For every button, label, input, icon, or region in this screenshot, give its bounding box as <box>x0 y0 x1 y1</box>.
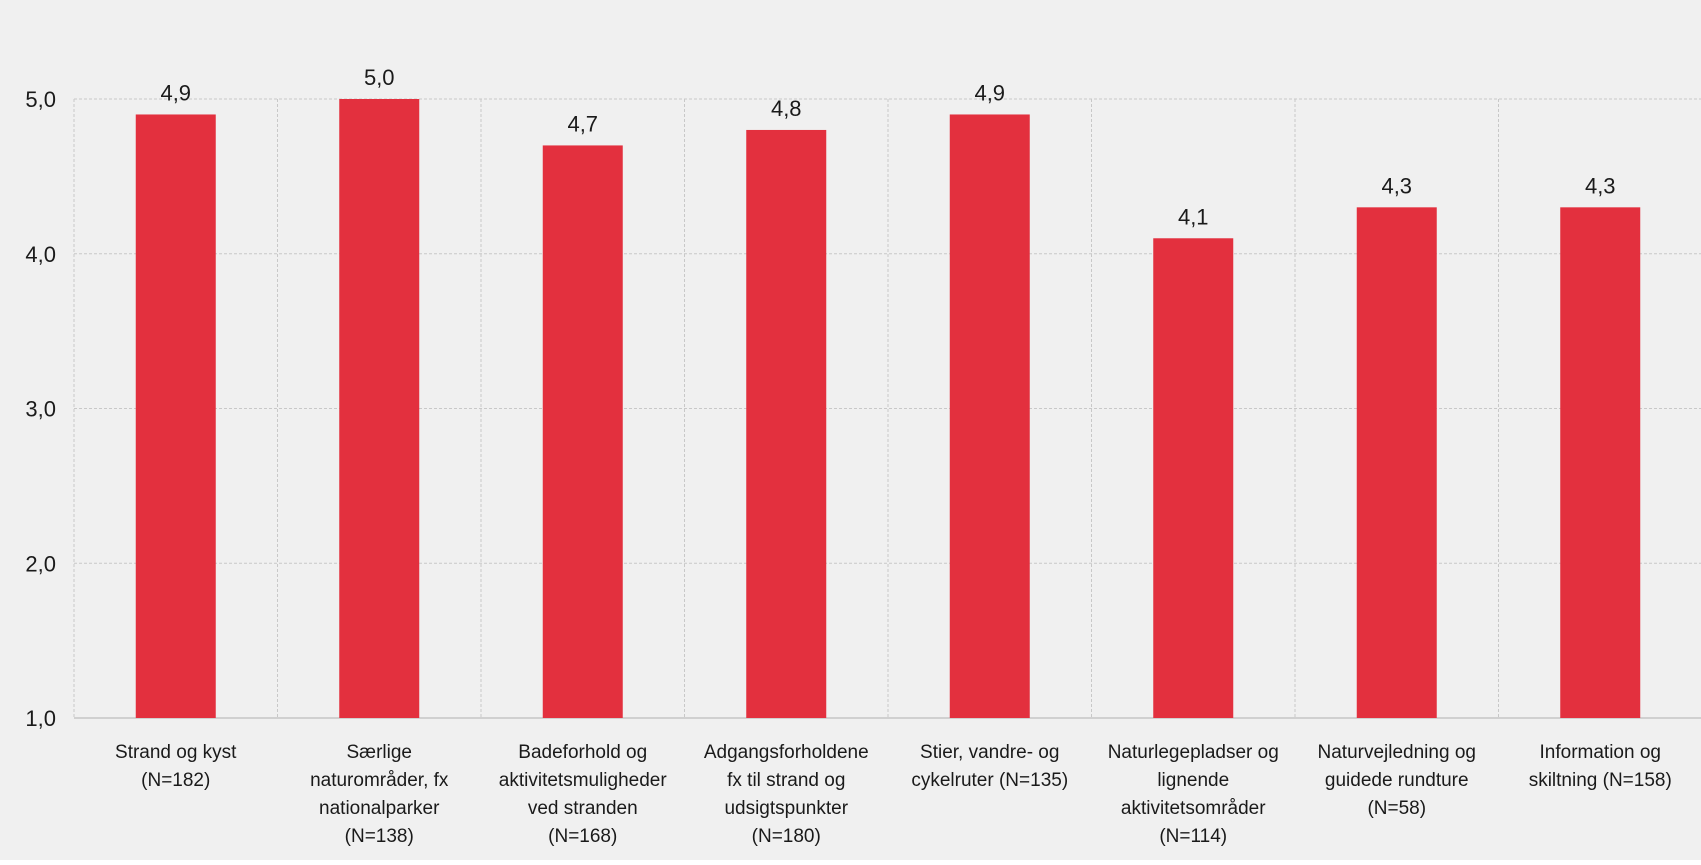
data-label: 4,1 <box>1178 204 1209 229</box>
x-tick-label-line: (N=138) <box>345 826 414 847</box>
x-tick-label-line: naturområder, fx <box>310 770 449 791</box>
y-tick-label: 1,0 <box>25 706 56 731</box>
x-tick-label: Information og skiltning (N=158) <box>1529 742 1672 791</box>
y-tick-label: 2,0 <box>25 551 56 576</box>
label-layer: 1,0 2,0 3,0 4,0 5,0 4,9 Strand og kyst (N=182) 5… <box>25 65 1671 847</box>
bar <box>1560 207 1641 718</box>
x-tick-label-line: skiltning (N=158) <box>1529 770 1672 791</box>
bar <box>339 99 420 718</box>
data-label: 4,7 <box>567 111 598 136</box>
bar <box>1356 207 1437 718</box>
x-tick-label-line: (N=168) <box>548 826 617 847</box>
data-label: 4,9 <box>974 80 1005 105</box>
y-tick-label: 4,0 <box>25 242 56 267</box>
x-tick-label: Stier, vandre- og cykelruter (N=135) <box>911 742 1068 791</box>
x-tick-label-line: (N=58) <box>1367 798 1426 819</box>
x-tick-label-line: guidede rundture <box>1325 770 1469 791</box>
x-tick-label-line: Strand og kyst <box>115 742 237 763</box>
data-label: 4,3 <box>1381 173 1412 198</box>
bar <box>949 114 1030 719</box>
data-label: 4,3 <box>1585 173 1616 198</box>
y-tick-label: 3,0 <box>25 397 56 422</box>
x-tick-label-line: Adgangsforholdene <box>704 742 869 763</box>
x-tick-label-line: fx til strand og <box>727 770 845 791</box>
bar <box>135 114 216 719</box>
grid-layer <box>73 98 1701 719</box>
x-tick-label: Adgangsforholdene fx til strand og udsigts… <box>704 742 869 847</box>
x-tick-label-line: lignende <box>1157 770 1229 791</box>
x-tick-label-line: aktivitetsmuligheder <box>499 770 668 791</box>
data-label: 4,9 <box>160 80 191 105</box>
x-tick-label-line: ved stranden <box>528 798 638 819</box>
x-tick-label-line: cykelruter (N=135) <box>911 770 1068 791</box>
data-label: 4,8 <box>771 96 802 121</box>
x-tick-label: Strand og kyst (N=182) <box>115 742 237 791</box>
x-tick-label: Særlige naturområder, fx nationalparker (N=… <box>310 742 449 847</box>
x-tick-label-line: Naturlegepladser og <box>1108 742 1279 763</box>
x-tick-label-line: udsigtspunkter <box>724 798 848 819</box>
x-tick-label-line: nationalparker <box>319 798 440 819</box>
x-tick-label: Naturvejledning og guidede rundture (N=58) <box>1318 742 1476 819</box>
bar-layer <box>135 99 1641 719</box>
x-tick-label-line: Badeforhold og <box>518 742 647 763</box>
x-tick-label-line: (N=182) <box>141 770 210 791</box>
data-label: 5,0 <box>364 65 395 90</box>
y-tick-label: 5,0 <box>25 87 56 112</box>
x-tick-label-line: Særlige <box>347 742 412 763</box>
x-tick-label-line: (N=180) <box>752 826 821 847</box>
x-tick-label-line: Information og <box>1540 742 1661 763</box>
x-tick-label-line: aktivitetsområder <box>1121 798 1266 819</box>
bar <box>542 145 623 719</box>
bar <box>746 129 827 718</box>
bar <box>1153 238 1234 718</box>
x-tick-label-line: Naturvejledning og <box>1318 742 1476 763</box>
x-tick-label-line: Stier, vandre- og <box>920 742 1059 763</box>
x-tick-label: Naturlegepladser og lignende aktivitetsomr… <box>1108 742 1279 847</box>
x-tick-label: Badeforhold og aktivitetsmuligheder ved st… <box>499 742 668 847</box>
x-tick-label-line: (N=114) <box>1159 826 1227 847</box>
